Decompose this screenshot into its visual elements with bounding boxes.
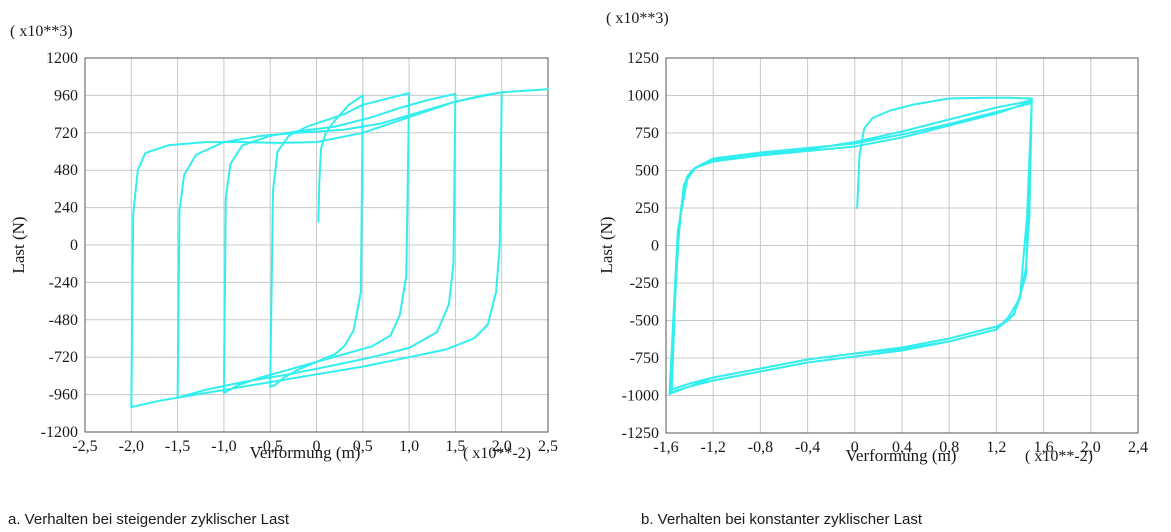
chart-a-y-tick-label: 960 <box>54 87 78 104</box>
chart-a-y-tick-label: -960 <box>49 387 78 404</box>
chart-b-y-tick-label: 0 <box>651 238 659 255</box>
chart-b-y-ticks: -1250 -1000 -750 -500 -250 0 250 500 750 1000 1250 <box>622 50 659 442</box>
chart-b-x-axis-label: Verformung (m) <box>846 446 957 465</box>
chart-a-x-ticks: -2,5 -2,0 -1,5 -1,0 -0,5 0 0,5 1,0 1,5 2,0 2,5 <box>72 438 558 455</box>
chart-b-series-line <box>668 96 1033 395</box>
chart-b-y-tick-label: -500 <box>630 313 659 330</box>
chart-a-grid <box>84 57 549 433</box>
chart-b-x-multiplier: ( x10**-2) <box>1025 448 1093 465</box>
chart-a-y-tick-label: 720 <box>54 125 78 142</box>
chart-b-x-tick-label: 1,2 <box>986 439 1006 456</box>
chart-a-x-tick-label: 2,0 <box>492 438 512 455</box>
chart-b-x-tick-label: 0,8 <box>939 439 959 456</box>
chart-a-x-tick-label: -1,5 <box>165 438 190 455</box>
chart-b-x-tick-label: -0,8 <box>748 439 773 456</box>
chart-a-y-axis-label: Last (N) <box>9 216 28 273</box>
chart-b-y-multiplier: ( x10**3) <box>606 10 669 27</box>
chart-b-y-axis-label: Last (N) <box>597 216 616 273</box>
chart-a-x-axis-label: Verformung (m) <box>250 443 361 462</box>
chart-b-x-ticks: -1,6 -1,2 -0,8 -0,4 0 0,4 0,8 1,2 1,6 2,0 2,4 <box>653 439 1148 456</box>
chart-a-y-tick-label: 240 <box>54 200 78 217</box>
chart-b-x-tick-label: -1,2 <box>701 439 726 456</box>
chart-a-x-tick-label: -0,5 <box>258 438 283 455</box>
chart-b-x-tick-label: 1,6 <box>1034 439 1054 456</box>
chart-a-caption: a. Verhalten bei steigender zyklischer L… <box>8 511 290 528</box>
chart-panel-b: -1250 -1000 -750 -500 -250 0 250 500 750 1000 1250… <box>597 10 1148 528</box>
chart-b-y-tick-label: 750 <box>635 125 659 142</box>
chart-a-y-multiplier: ( x10**3) <box>10 23 73 40</box>
chart-a-y-tick-label: -480 <box>49 312 78 329</box>
chart-a-y-tick-label: 0 <box>70 237 78 254</box>
chart-a-y-tick-label: -720 <box>49 349 78 366</box>
chart-a-x-tick-label: 0 <box>313 438 321 455</box>
chart-a-x-tick-label: -1,0 <box>211 438 236 455</box>
chart-b-x-tick-label: -0,4 <box>795 439 820 456</box>
chart-b-y-tick-label: 1000 <box>627 88 659 105</box>
chart-a-x-tick-label: 1,0 <box>399 438 419 455</box>
chart-a-x-tick-label: 1,5 <box>445 438 465 455</box>
chart-b-y-tick-label: -750 <box>630 350 659 367</box>
chart-b-x-tick-label: 2,0 <box>1081 439 1101 456</box>
chart-a-y-tick-label: -240 <box>49 274 78 291</box>
chart-a-y-tick-label: 1200 <box>46 50 78 67</box>
chart-b-y-tick-label: 1250 <box>627 50 659 67</box>
chart-b-y-tick-label: 500 <box>635 163 659 180</box>
chart-b-x-tick-label: -1,6 <box>653 439 678 456</box>
chart-a-y-tick-label: 480 <box>54 162 78 179</box>
chart-a-y-tick-label: -1200 <box>41 424 78 441</box>
chart-a-x-tick-label: 0,5 <box>353 438 373 455</box>
chart-b-y-tick-label: -1250 <box>622 425 659 442</box>
chart-b-y-tick-label: -250 <box>630 275 659 292</box>
chart-panel-a: -1200 -960 -720 -480 -240 0 240 480 720 960 1200 -… <box>8 23 558 528</box>
chart-b-x-tick-label: 2,4 <box>1128 439 1148 456</box>
chart-b-y-tick-label: 250 <box>635 200 659 217</box>
chart-b-x-tick-label: 0 <box>851 439 859 456</box>
chart-a-series-line <box>130 88 549 409</box>
chart-a-x-tick-label: -2,0 <box>119 438 144 455</box>
chart-b-caption: b. Verhalten bei konstanter zyklischer L… <box>641 511 923 528</box>
chart-b-x-tick-label: 0,4 <box>892 439 912 456</box>
chart-a-y-ticks: -1200 -960 -720 -480 -240 0 240 480 720 960 1200 <box>41 50 78 441</box>
chart-a-x-tick-label: -2,5 <box>72 438 97 455</box>
chart-a-x-tick-label: 2,5 <box>538 438 558 455</box>
chart-b-y-tick-label: -1000 <box>622 388 659 405</box>
chart-a-x-multiplier: ( x10**-2) <box>463 445 531 462</box>
